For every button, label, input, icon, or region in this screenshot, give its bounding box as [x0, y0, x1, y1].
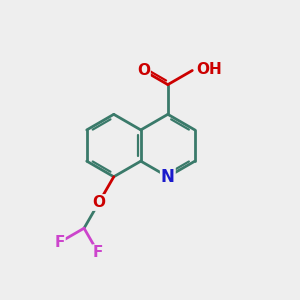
Text: O: O: [92, 195, 105, 210]
Text: O: O: [137, 63, 150, 78]
Text: N: N: [161, 168, 175, 186]
Text: F: F: [54, 235, 65, 250]
Text: F: F: [93, 245, 104, 260]
Text: OH: OH: [197, 61, 223, 76]
